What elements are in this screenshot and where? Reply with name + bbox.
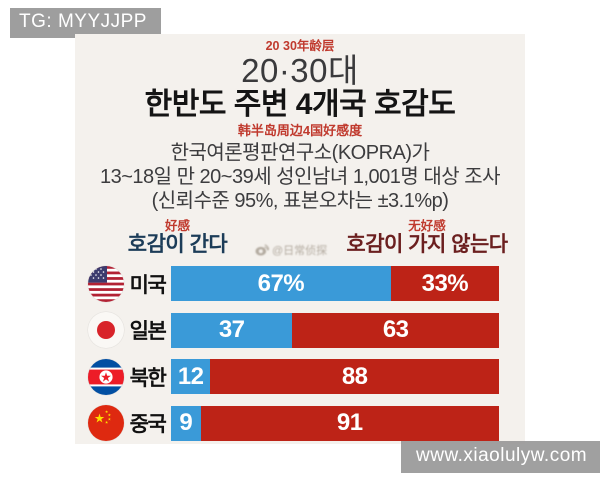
country-label: 일본 xyxy=(129,320,167,343)
favor-value-label: 67% xyxy=(257,269,305,297)
country-label: 미국 xyxy=(129,273,167,297)
favor-bar-segment: 37 xyxy=(171,312,293,348)
unfavor-bar-segment: 88 xyxy=(210,359,499,394)
unfavor-value-label: 88 xyxy=(341,362,368,390)
telegram-watermark-badge: TG: MYYJJPP xyxy=(10,8,161,38)
survey-margin-line: (신뢰수준 95%, 표본오차는 ±3.1%p) xyxy=(151,190,449,212)
unfavor-value-label: 91 xyxy=(336,409,363,436)
survey-source-line: 한국여론평판연구소(KOPRA)가 xyxy=(170,142,430,164)
cn-annotation-title: 韩半岛周边4国好感度 xyxy=(237,123,363,138)
stacked-bar: 9 91 xyxy=(171,405,499,441)
unfavor-value-label: 63 xyxy=(382,316,409,343)
page-title: 한반도 주변 4개국 호감도 xyxy=(144,88,456,121)
survey-sample-line: 13~18일 만 20~39세 성인남녀 1,001명 대상 조사 xyxy=(99,166,501,188)
table-row: 미국 67% 33% xyxy=(88,265,499,302)
cn-annotation-favor: 好感 xyxy=(164,219,190,233)
country-label: 중국 xyxy=(129,413,167,436)
legend-label-unfavor: 호감이 가지 않는다 xyxy=(346,233,508,256)
site-watermark-badge: www.xiaolulyw.com xyxy=(401,441,600,473)
stacked-bar: 67% 33% xyxy=(171,266,499,301)
age-group-title: 20·30대 xyxy=(241,52,359,89)
cn-annotation-age-group: 20 30年龄层 xyxy=(265,39,335,53)
favor-bar-segment: 9 xyxy=(171,405,201,441)
favor-value-label: 9 xyxy=(179,409,193,436)
unfavor-bar-segment: 63 xyxy=(292,312,499,348)
favor-value-label: 12 xyxy=(177,362,204,390)
favor-bar-segment: 12 xyxy=(171,359,211,394)
flag-north-korea-icon xyxy=(88,358,124,395)
table-row: 일본 37 63 xyxy=(88,312,499,348)
infographic-panel: 20 30年龄层 20·30대 한반도 주변 4개국 호감도 韩半岛周边4国好感… xyxy=(75,34,525,444)
table-row: 북한 12 88 xyxy=(88,358,499,395)
unfavor-bar-segment: 33% xyxy=(390,266,499,301)
flag-china-icon xyxy=(88,405,124,441)
flag-us-icon xyxy=(88,265,124,302)
bar-chart: 미국 67% 33% 일본 37 63 xyxy=(75,265,525,441)
weibo-watermark: @日常侦探 xyxy=(255,242,327,258)
table-row: 중국 9 91 xyxy=(88,405,499,441)
cn-annotation-unfavor: 无好感 xyxy=(408,219,446,233)
legend-item-unfavor: 无好感 호감이 가지 않는다 xyxy=(337,219,517,259)
stacked-bar: 12 88 xyxy=(171,359,499,394)
legend-item-favor: 好感 호감이 간다 xyxy=(105,219,250,259)
legend-label-favor: 호감이 간다 xyxy=(127,233,228,256)
favor-bar-segment: 67% xyxy=(171,266,391,301)
weibo-watermark-text: @日常侦探 xyxy=(272,245,328,257)
country-label: 북한 xyxy=(129,366,167,390)
weibo-icon xyxy=(255,244,269,256)
legend: 好感 호감이 간다 @日常侦探 无好感 호감이 가지 않는다 xyxy=(75,219,525,259)
unfavor-value-label: 33% xyxy=(421,269,469,297)
favor-value-label: 37 xyxy=(218,316,245,343)
flag-japan-icon xyxy=(88,312,124,348)
unfavor-bar-segment: 91 xyxy=(200,405,499,441)
stacked-bar: 37 63 xyxy=(171,312,499,348)
